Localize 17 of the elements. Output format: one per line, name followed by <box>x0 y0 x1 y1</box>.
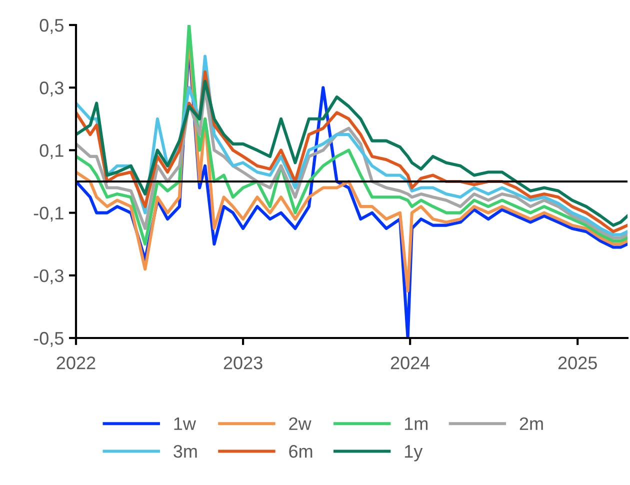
y-tick-label: -0,1 <box>34 206 64 222</box>
legend-label: 6m <box>289 444 312 458</box>
legend-label: 3m <box>174 444 197 458</box>
y-tick-label: 0,5 <box>40 18 64 34</box>
x-tick-label: 2024 <box>390 356 430 370</box>
x-tick-label: 2022 <box>56 356 96 370</box>
y-tick-label: -0,5 <box>34 332 64 347</box>
x-tick-label: 2023 <box>224 356 262 370</box>
legend-label: 1y <box>404 445 423 462</box>
legend-label: 2m <box>520 417 543 430</box>
x-tick-label: 2025 <box>558 356 597 370</box>
legend-label: 1w <box>174 418 196 430</box>
y-tick-label: -0,3 <box>34 269 64 284</box>
legend-label: 1m <box>404 418 428 430</box>
legend-label: 2w <box>289 417 312 430</box>
y-tick-label: 0,1 <box>40 144 64 160</box>
y-tick-label: 0,3 <box>40 82 64 96</box>
